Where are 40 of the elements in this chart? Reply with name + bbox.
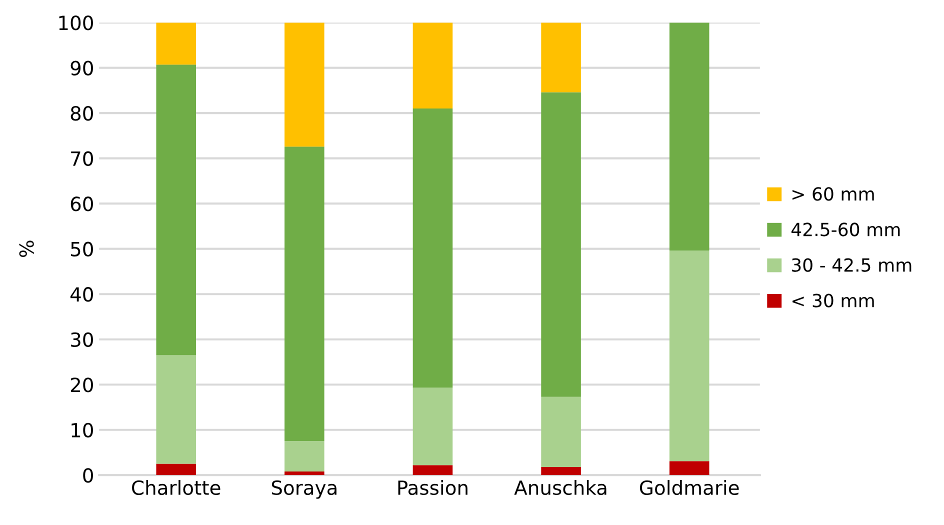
- bar: [156, 22, 196, 65]
- x-tick-label: Anuschka: [514, 480, 606, 496]
- bar: [541, 396, 581, 467]
- x-tick-label: Passion: [398, 480, 468, 496]
- bar: [156, 355, 196, 464]
- bar: [412, 108, 453, 388]
- x-tick-label: Soraya: [272, 480, 336, 499]
- bar: [412, 465, 453, 476]
- y-tick-label: 80: [70, 106, 93, 121]
- legend-label: 30 - 42.5 mm: [792, 258, 912, 272]
- y-tick-label: 90: [70, 60, 93, 76]
- y-tick-label: 0: [83, 468, 93, 483]
- legend-label: 42.5-60 mm: [791, 222, 900, 236]
- y-tick-label: 40: [70, 287, 93, 302]
- bar: [669, 250, 710, 462]
- y-tick-label: 60: [70, 196, 93, 212]
- bar: [412, 388, 453, 466]
- y-tick-label: 10: [72, 422, 93, 438]
- bar: [156, 464, 196, 476]
- bar: [669, 22, 710, 251]
- bar: [284, 441, 324, 472]
- bar: [284, 22, 324, 147]
- bar: [669, 461, 710, 476]
- y-tick-label: 50: [71, 242, 93, 257]
- bar: [156, 64, 196, 356]
- y-tick-label: 20: [70, 378, 93, 392]
- bar: [284, 472, 324, 476]
- y-axis-title: %: [19, 240, 34, 258]
- bar: [541, 92, 581, 397]
- y-tick-label: 70: [71, 151, 93, 166]
- bar: [284, 146, 324, 442]
- legend-label: > 60 mm: [792, 187, 874, 201]
- x-tick-label: Goldmarie: [640, 480, 739, 496]
- bar: [541, 22, 581, 92]
- bar: [412, 22, 453, 109]
- legend-label: < 30 mm: [792, 294, 874, 308]
- bar: [541, 466, 581, 476]
- x-tick-label: Charlotte: [132, 480, 220, 496]
- y-tick-label: 100: [59, 16, 93, 30]
- y-tick-label: 30: [71, 332, 93, 348]
